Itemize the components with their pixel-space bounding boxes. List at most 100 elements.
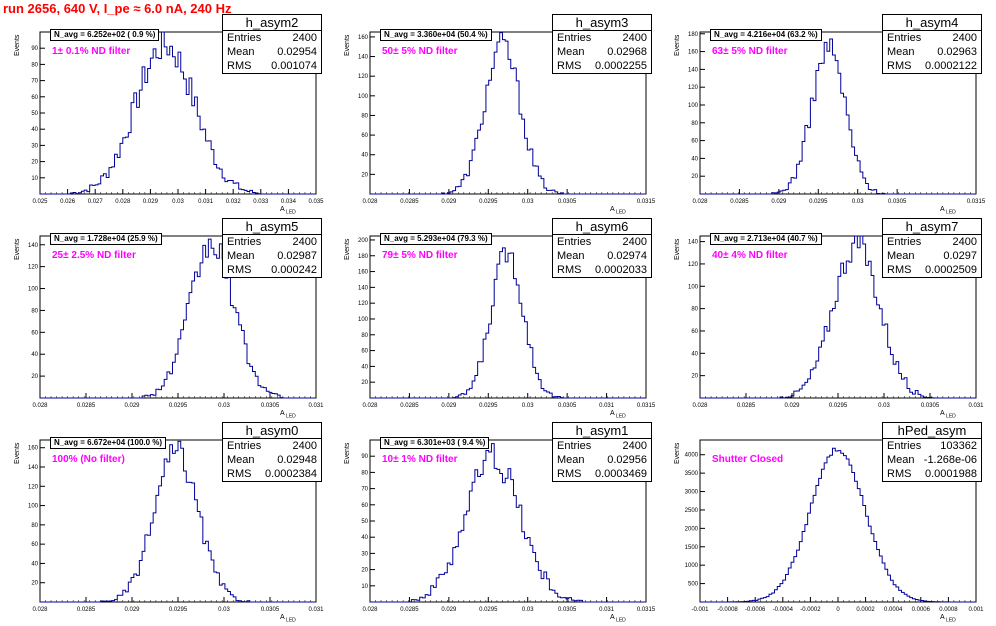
x-tick-label: 0.03 [878, 403, 890, 409]
y-tick-label: 90 [361, 454, 368, 460]
x-tick-label: -0.0004 [773, 607, 794, 613]
y-tick-label: 80 [31, 308, 38, 314]
stats-value: 0.02948 [277, 454, 317, 466]
stats-value: 0.0297 [943, 250, 977, 262]
y-tick-label: 40 [31, 561, 38, 567]
stats-label: RMS [887, 264, 912, 276]
histogram-svg: 0.028 0.0285 0.029 0.0295 0.03 0.0305 0.0315 20… [358, 31, 656, 205]
stats-value: 103362 [940, 440, 977, 452]
histogram-name: hPed_asym [883, 423, 981, 439]
stats-row-mean: Mean 0.02963 [883, 45, 981, 59]
y-tick-label: 180 [358, 254, 369, 260]
y-tick-label: 20 [361, 172, 368, 178]
stats-box: h_asym7 Entries 2400 Mean 0.0297 RMS 0.0002509 [882, 218, 982, 278]
x-tick-label: 0.029 [124, 607, 140, 613]
stats-box: h_asym1 Entries 2400 Mean 0.02956 RMS 0.000346… [552, 422, 652, 482]
x-axis-label: A LED [280, 614, 296, 623]
y-tick-label: 140 [358, 285, 369, 291]
x-tick-label: 0.0285 [737, 403, 756, 409]
histogram-panel-h_asym3: 0.028 0.0285 0.029 0.0295 0.03 0.0305 0.0315 20… [330, 14, 660, 218]
histogram-panel-h_asym6: 0.028 0.0285 0.029 0.0295 0.03 0.0305 0.031 0.0… [330, 218, 660, 422]
y-tick-label: 70 [31, 79, 38, 85]
stats-label: RMS [557, 60, 582, 72]
stats-row-entries: Entries 2400 [883, 31, 981, 45]
stats-row-entries: Entries 2400 [553, 31, 651, 45]
x-tick-label: 0.0295 [169, 403, 188, 409]
x-tick-label: 0.03 [218, 607, 230, 613]
x-tick-label: 0.0305 [261, 403, 280, 409]
stats-label: Mean [227, 250, 255, 262]
stats-value: 0.02954 [277, 46, 317, 58]
y-tick-label: 160 [688, 50, 699, 56]
y-tick-label: 20 [31, 160, 38, 166]
y-tick-label: 60 [31, 542, 38, 548]
histogram-svg: 0.025 0.026 0.027 0.028 0.029 0.03 0.031 0.032 0… [31, 31, 324, 205]
y-tick-label: 200 [358, 238, 369, 244]
stats-label: Entries [887, 440, 922, 452]
stats-value: 0.02963 [937, 46, 977, 58]
x-axis-label-main: A [610, 614, 615, 621]
stats-box: h_asym0 Entries 2400 Mean 0.02948 RMS 0.000238… [222, 422, 322, 482]
stats-value: 0.0001988 [925, 468, 977, 480]
stats-label: Mean [557, 250, 585, 262]
histogram-line [370, 32, 646, 195]
stats-label: RMS [227, 468, 252, 480]
stats-label: Entries [227, 32, 262, 44]
y-tick-label: 140 [688, 240, 699, 246]
histogram-svg: -0.001 -0.0008 -0.0006 -0.0004 -0.0002 0 0.000… [685, 439, 984, 613]
histogram-name: h_asym1 [553, 423, 651, 439]
y-axis-label: Events [14, 442, 21, 464]
y-tick-label: 40 [691, 351, 698, 357]
stats-box: h_asym5 Entries 2400 Mean 0.02987 RMS 0.000242 [222, 218, 322, 278]
x-axis-label-main: A [280, 410, 285, 417]
x-axis-label-sub: LED [284, 209, 296, 216]
y-tick-label: 60 [361, 503, 368, 509]
stats-row-rms: RMS 0.001074 [223, 59, 321, 73]
x-axis-label: A LED [280, 206, 296, 215]
x-tick-label: 0.031 [198, 199, 214, 205]
histogram-svg: 0.028 0.0285 0.029 0.0295 0.03 0.0305 0.0315 20… [688, 31, 986, 205]
x-tick-label: 0.031 [308, 403, 324, 409]
x-tick-label: 0.028 [362, 607, 378, 613]
x-tick-label: -0.0002 [800, 607, 821, 613]
y-tick-label: 60 [691, 329, 698, 335]
x-tick-label: 0.0285 [77, 607, 96, 613]
y-tick-label: 120 [688, 85, 699, 91]
stats-label: RMS [557, 264, 582, 276]
histogram-panel-h_asym7: 0.028 0.0285 0.029 0.0295 0.03 0.0305 0.031 20 4… [660, 218, 990, 422]
x-tick-label: 0.029 [441, 199, 457, 205]
x-axis-label: A LED [610, 614, 626, 623]
y-tick-label: 100 [688, 284, 699, 290]
y-tick-label: 100 [28, 287, 39, 293]
x-tick-label: 0.028 [32, 403, 48, 409]
y-tick-label: 120 [358, 301, 369, 307]
y-axis-label: Events [674, 34, 681, 56]
x-tick-label: 0.0295 [479, 403, 498, 409]
stats-value: 0.0002509 [925, 264, 977, 276]
x-tick-label: 0.028 [362, 199, 378, 205]
y-tick-label: 4000 [685, 453, 699, 459]
histogram-line [40, 238, 316, 399]
y-tick-label: 20 [31, 374, 38, 380]
x-axis-label: A LED [610, 206, 626, 215]
x-tick-label: 0.0285 [400, 607, 419, 613]
y-tick-label: 60 [31, 330, 38, 336]
y-tick-label: 40 [361, 153, 368, 159]
y-tick-label: 50 [31, 111, 38, 117]
x-tick-label: 0.0305 [261, 607, 280, 613]
y-axis-label: Events [14, 238, 21, 260]
x-tick-label: 0.028 [115, 199, 131, 205]
x-tick-label: 0.026 [60, 199, 76, 205]
x-axis-label-sub: LED [614, 413, 626, 420]
x-tick-label: 0.0295 [479, 199, 498, 205]
stats-row-entries: Entries 2400 [223, 235, 321, 249]
stats-row-rms: RMS 0.0003469 [553, 467, 651, 481]
stats-row-entries: Entries 2400 [223, 31, 321, 45]
x-axis-label-main: A [280, 206, 285, 213]
stats-label: Entries [227, 236, 262, 248]
x-tick-label: 0.025 [32, 199, 48, 205]
y-tick-label: 40 [361, 364, 368, 370]
x-tick-label: 0.001 [968, 607, 984, 613]
y-tick-label: 80 [361, 113, 368, 119]
x-tick-label: 0.0004 [884, 607, 903, 613]
